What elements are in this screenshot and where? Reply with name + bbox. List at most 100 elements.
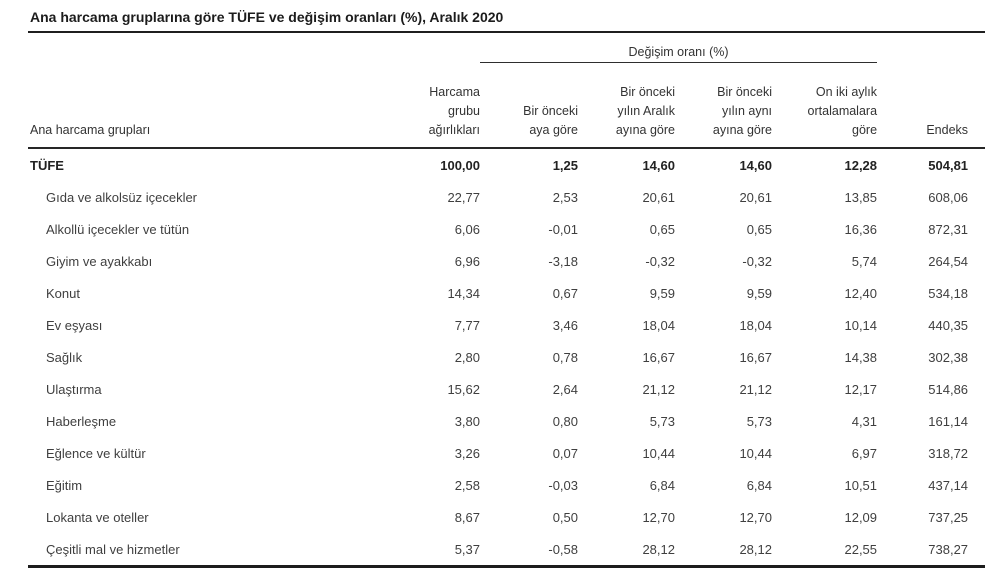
prev-year-same-month-cell: -0,32 <box>742 253 772 269</box>
prev-year-same-month-cell: 20,61 <box>739 189 772 205</box>
twelve-month-avg-cell: 12,28 <box>844 157 878 173</box>
prev-december-cell: 21,12 <box>642 381 675 397</box>
prev-year-same-month-cell: 18,04 <box>739 317 772 333</box>
table-row: Sağlık 2,80 0,78 16,67 16,67 14,38 302,3… <box>28 341 985 373</box>
column-header-name: Ana harcama grupları <box>28 62 380 149</box>
prev-month-cell: 0,80 <box>552 413 578 429</box>
row-name-cell: Eğlence ve kültür <box>46 445 146 461</box>
table-row: Alkollü içecekler ve tütün 6,06 -0,01 0,… <box>28 213 985 245</box>
index-cell: 437,14 <box>928 477 969 493</box>
weight-cell: 22,77 <box>447 189 480 205</box>
weight-cell: 2,80 <box>454 349 480 365</box>
prev-month-cell: 1,25 <box>552 157 578 173</box>
prev-month-cell: -0,58 <box>480 533 578 568</box>
weight-cell: 14,34 <box>447 285 480 301</box>
prev-december-cell: 6,84 <box>649 477 675 493</box>
prev-december-cell: 12,70 <box>642 509 675 525</box>
cpi-table: Değişim oranı (%) Ana harcama grupları H… <box>28 33 986 568</box>
row-name-cell: Çeşitli mal ve hizmetler <box>28 533 380 568</box>
table-row: Giyim ve ayakkabı 6,96 -3,18 -0,32 -0,32… <box>28 245 985 277</box>
prev-december-cell: 28,12 <box>578 533 675 568</box>
prev-year-same-month-cell: 21,12 <box>739 381 772 397</box>
prev-december-cell: 16,67 <box>642 349 675 365</box>
weight-cell: 100,00 <box>440 157 480 173</box>
table-body: TÜFE 100,00 1,25 14,60 14,60 12,28 504,8… <box>28 148 986 568</box>
weight-cell: 5,37 <box>380 533 480 568</box>
twelve-month-avg-cell: 12,09 <box>844 509 878 525</box>
group-header-spacer-left <box>28 33 480 63</box>
column-header-twelve-month-avg: On iki aylık ortalamalara göre <box>772 62 878 149</box>
twelve-month-avg-cell: 12,17 <box>844 381 878 397</box>
table-row-tufe: TÜFE 100,00 1,25 14,60 14,60 12,28 504,8… <box>28 148 985 181</box>
prev-year-same-month-cell: 14,60 <box>739 157 772 173</box>
prev-month-cell: -0,03 <box>548 477 578 493</box>
twelve-month-avg-cell: 10,14 <box>844 317 878 333</box>
column-header-index: Endeks <box>877 62 986 149</box>
report-page: Ana harcama gruplarına göre TÜFE ve deği… <box>28 6 986 568</box>
table-row: Ulaştırma 15,62 2,64 21,12 21,12 12,17 5… <box>28 373 985 405</box>
prev-year-same-month-cell: 6,84 <box>746 477 772 493</box>
prev-december-cell: -0,32 <box>645 253 675 269</box>
prev-december-cell: 0,65 <box>649 221 675 237</box>
table-header: Değişim oranı (%) Ana harcama grupları H… <box>28 33 986 149</box>
prev-month-cell: -0,01 <box>548 221 578 237</box>
twelve-month-avg-cell: 14,38 <box>844 349 878 365</box>
column-header-prev-year-same-month: Bir önceki yılın aynı ayına göre <box>675 62 772 149</box>
prev-month-cell: 2,64 <box>552 381 578 397</box>
index-cell: 318,72 <box>928 445 969 461</box>
weight-cell: 15,62 <box>447 381 480 397</box>
prev-december-cell: 5,73 <box>649 413 675 429</box>
prev-month-cell: 0,07 <box>552 445 578 461</box>
row-name-cell: TÜFE <box>30 157 64 173</box>
twelve-month-avg-cell: 5,74 <box>851 253 878 269</box>
column-header-row: Ana harcama grupları Harcama grubu ağırl… <box>28 62 986 149</box>
prev-year-same-month-cell: 9,59 <box>746 285 772 301</box>
prev-month-cell: -3,18 <box>548 253 578 269</box>
prev-month-cell: 3,46 <box>552 317 578 333</box>
prev-december-cell: 10,44 <box>642 445 675 461</box>
index-cell: 504,81 <box>928 157 969 173</box>
twelve-month-avg-cell: 10,51 <box>844 477 878 493</box>
weight-cell: 7,77 <box>454 317 480 333</box>
twelve-month-avg-cell: 16,36 <box>844 221 878 237</box>
table-row: Çeşitli mal ve hizmetler 5,37 -0,58 28,1… <box>28 533 986 568</box>
row-name-cell: Lokanta ve oteller <box>46 509 149 525</box>
weight-cell: 2,58 <box>454 477 480 493</box>
row-name-cell: Konut <box>46 285 80 301</box>
twelve-month-avg-cell: 22,55 <box>772 533 878 568</box>
row-name-cell: Ulaştırma <box>46 381 102 397</box>
index-cell: 440,35 <box>928 317 969 333</box>
group-header-row: Değişim oranı (%) <box>28 33 985 63</box>
prev-year-same-month-cell: 0,65 <box>746 221 772 237</box>
twelve-month-avg-cell: 4,31 <box>851 413 878 429</box>
index-cell: 608,06 <box>928 189 969 205</box>
index-cell: 161,14 <box>928 413 969 429</box>
weight-cell: 6,96 <box>454 253 480 269</box>
table-row: Eğlence ve kültür 3,26 0,07 10,44 10,44 … <box>28 437 985 469</box>
column-header-weight: Harcama grubu ağırlıkları <box>380 62 480 149</box>
prev-year-same-month-cell: 12,70 <box>739 509 772 525</box>
weight-cell: 3,80 <box>454 413 480 429</box>
index-cell: 738,27 <box>877 533 986 568</box>
twelve-month-avg-cell: 6,97 <box>851 445 878 461</box>
index-cell: 737,25 <box>928 509 969 525</box>
weight-cell: 8,67 <box>454 509 480 525</box>
table-row: Konut 14,34 0,67 9,59 9,59 12,40 534,18 <box>28 277 985 309</box>
row-name-cell: Sağlık <box>46 349 83 365</box>
index-cell: 534,18 <box>928 285 969 301</box>
prev-december-cell: 20,61 <box>642 189 675 205</box>
index-cell: 264,54 <box>928 253 969 269</box>
column-header-prev-month: Bir önceki aya göre <box>480 62 578 149</box>
prev-year-same-month-cell: 16,67 <box>739 349 772 365</box>
page-title: Ana harcama gruplarına göre TÜFE ve deği… <box>28 6 985 33</box>
prev-december-cell: 9,59 <box>649 285 675 301</box>
prev-month-cell: 0,78 <box>552 349 578 365</box>
row-name-cell: Ev eşyası <box>46 317 103 333</box>
prev-month-cell: 0,67 <box>552 285 578 301</box>
change-rate-group-header: Değişim oranı (%) <box>480 33 878 63</box>
row-name-cell: Eğitim <box>46 477 83 493</box>
prev-month-cell: 0,50 <box>552 509 578 525</box>
prev-year-same-month-cell: 5,73 <box>746 413 772 429</box>
group-header-spacer-right <box>877 33 985 63</box>
prev-year-same-month-cell: 10,44 <box>739 445 772 461</box>
